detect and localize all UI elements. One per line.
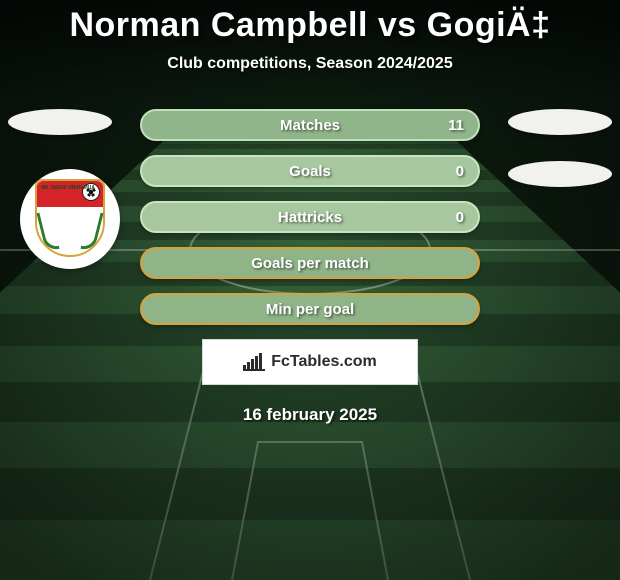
stat-value: 0 <box>456 163 464 180</box>
stat-value: 0 <box>456 209 464 226</box>
brand-text: FcTables.com <box>271 353 377 371</box>
barchart-icon <box>243 353 265 371</box>
stat-rows: Matches 11 Goals 0 Hattricks 0 Goals per match… <box>140 109 480 325</box>
stat-label: Goals <box>289 163 331 180</box>
stats-area: ФК ЈАВОР ИВАЊИЦА Matches11Goals0Hattrick… <box>0 109 620 425</box>
club-shield: ФК ЈАВОР ИВАЊИЦА <box>35 179 105 257</box>
player-oval-right-1 <box>508 109 612 135</box>
stat-row: Goals 0 <box>140 155 480 187</box>
date-line: 16 february 2025 <box>0 405 620 425</box>
stat-row: Min per goal <box>140 293 480 325</box>
stat-label: Matches <box>280 117 340 134</box>
stat-label: Hattricks <box>278 209 342 226</box>
player-oval-left-1 <box>8 109 112 135</box>
page-title: Norman Campbell vs GogiÄ‡ <box>0 6 620 45</box>
brand-box[interactable]: FcTables.com <box>202 339 418 385</box>
stat-row: Matches 11 <box>140 109 480 141</box>
player-oval-right-2 <box>508 161 612 187</box>
stat-value: 11 <box>448 117 464 134</box>
stat-label: Goals per match <box>251 255 369 272</box>
stat-row: Hattricks 0 <box>140 201 480 233</box>
club-logo: ФК ЈАВОР ИВАЊИЦА <box>20 169 120 269</box>
soccer-ball-icon <box>82 183 100 201</box>
stat-row: Goals per match <box>140 247 480 279</box>
subtitle: Club competitions, Season 2024/2025 <box>0 55 620 73</box>
stat-label: Min per goal <box>266 301 354 318</box>
club-shield-text: ФК ЈАВОР ИВАЊИЦА <box>41 186 95 191</box>
